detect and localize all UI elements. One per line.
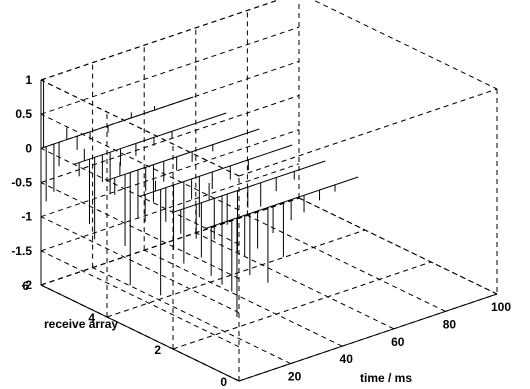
x-tick-label: 40 <box>340 352 354 366</box>
grid-line-x-floor <box>92 267 291 365</box>
z-tick-label: 0.5 <box>15 107 32 121</box>
trace-receiver-3 <box>139 144 293 296</box>
x-axis-label: time / ms <box>360 371 412 385</box>
tick-labels: 0 20 40 60 80 100 0 2 4 6-2 -1.5 -1 -0.5 0 0.5 1 <box>11 73 511 389</box>
grid-line-z-side <box>40 79 240 177</box>
y-tick-label: 6 <box>22 279 29 293</box>
z-tick-label: 1 <box>25 73 32 87</box>
box-edge <box>238 88 498 177</box>
grid-line-z-side <box>40 250 240 348</box>
grid-line-x-floor <box>143 249 343 347</box>
x-tick-label: 20 <box>288 370 302 384</box>
trace-receiver-4 <box>106 128 260 286</box>
grid-line-z-side <box>40 284 240 382</box>
y-tick-label: 2 <box>154 343 161 357</box>
grid-line-y-floor <box>172 261 432 350</box>
box-edge <box>312 0 498 90</box>
trace-receiver-6 <box>40 79 194 202</box>
z-tick-label: 0 <box>25 141 32 155</box>
z-tick-label: -0.5 <box>11 176 32 190</box>
z-tick-label: -2 <box>21 278 32 292</box>
y-tick-label: 4 <box>88 311 95 325</box>
trace-receiver-1 <box>205 176 359 317</box>
x-tick-label: 100 <box>491 300 511 314</box>
grid-line-y-floor <box>238 293 498 382</box>
grid-line-z-side <box>40 182 240 279</box>
trace-receiver-2 <box>172 160 326 285</box>
traces <box>40 79 359 317</box>
trace-baseline <box>73 112 227 165</box>
trace-baseline <box>205 176 359 229</box>
box-edge <box>40 0 280 81</box>
grid-line-z-back <box>40 129 300 218</box>
grid <box>40 0 498 382</box>
grid-line-y-floor <box>106 229 366 318</box>
trace-baseline <box>106 128 260 181</box>
y-axis-label: receive array <box>44 317 118 331</box>
x-tick-label: 60 <box>391 335 405 349</box>
grid-line-z-side <box>40 113 240 211</box>
x-tick-label: 80 <box>443 317 457 331</box>
y-tick-label: 0 <box>220 375 227 389</box>
z-tick-label: -1.5 <box>11 244 32 258</box>
grid-line-z-back <box>40 163 300 252</box>
trace-baseline <box>139 144 293 197</box>
z-tick-label: -1 <box>21 210 32 224</box>
trace-receiver-5 <box>73 112 227 240</box>
grid-line-z-back <box>40 26 300 115</box>
grid-line-z-side <box>40 216 240 314</box>
grid-line-x-floor <box>298 197 498 295</box>
trace-baseline <box>172 160 326 213</box>
grid-line-x-floor <box>247 214 446 312</box>
grid-line-z-back <box>40 95 300 183</box>
grid-line-x-floor <box>195 232 395 330</box>
trace-baseline <box>40 96 194 149</box>
grid-line-z-back <box>40 0 280 81</box>
x-tick-label: 0 <box>240 387 247 389</box>
grid-line-z-back <box>40 197 300 286</box>
